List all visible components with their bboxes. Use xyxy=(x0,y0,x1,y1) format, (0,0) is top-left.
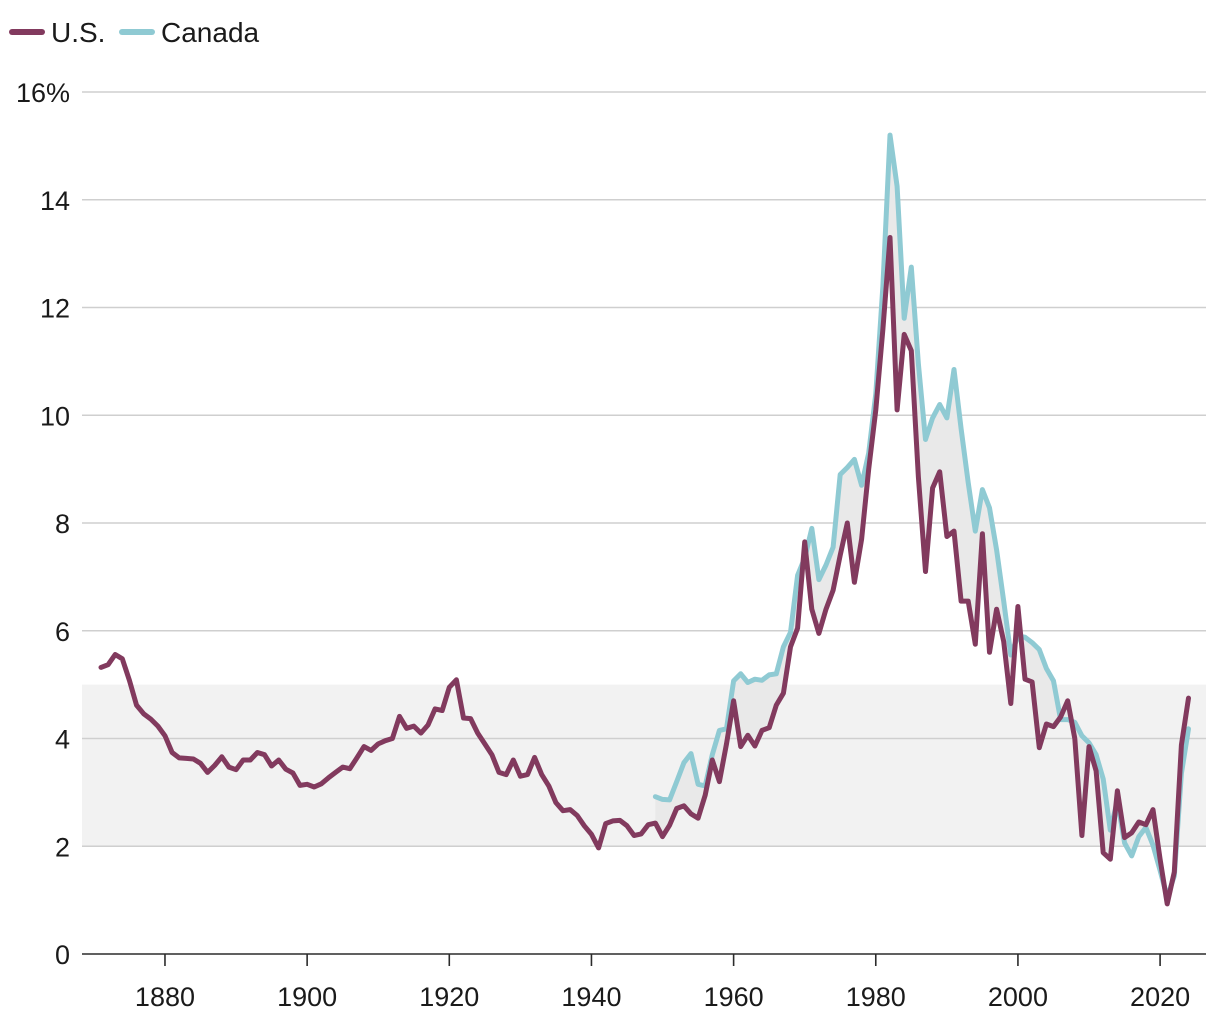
x-tick-label: 1880 xyxy=(135,982,195,1012)
y-tick-label: 6 xyxy=(55,617,70,647)
y-tick-label: 12 xyxy=(40,294,70,324)
x-tick-label: 1920 xyxy=(419,982,479,1012)
y-tick-label: 2 xyxy=(55,832,70,862)
legend-label-u-s: U.S. xyxy=(51,17,105,48)
series-lines xyxy=(98,132,1191,907)
y-tick-label: 4 xyxy=(55,725,70,755)
x-tick-label: 2020 xyxy=(1130,982,1190,1012)
series-line-u-s xyxy=(98,235,1191,907)
y-tick-label: 14 xyxy=(40,186,70,216)
legend-label-canada: Canada xyxy=(161,17,260,48)
y-tick-label: 0 xyxy=(55,940,70,970)
y-tick-label: 16% xyxy=(16,78,70,108)
x-tick-label: 2000 xyxy=(988,982,1048,1012)
x-tick-label: 1900 xyxy=(277,982,337,1012)
legend: U.S. Canada xyxy=(9,17,260,48)
gridlines xyxy=(82,91,1206,955)
y-axis: 0 2 4 6 8 10 12 14 16% xyxy=(16,78,70,970)
y-tick-label: 8 xyxy=(55,509,70,539)
x-tick-label: 1960 xyxy=(704,982,764,1012)
x-tick-label: 1980 xyxy=(846,982,906,1012)
series-line-canada xyxy=(652,132,1191,900)
y-tick-label: 10 xyxy=(40,401,70,431)
x-axis: 1880 1900 1920 1940 1960 1980 2000 2020 xyxy=(135,954,1190,1012)
x-tick-label: 1940 xyxy=(561,982,621,1012)
